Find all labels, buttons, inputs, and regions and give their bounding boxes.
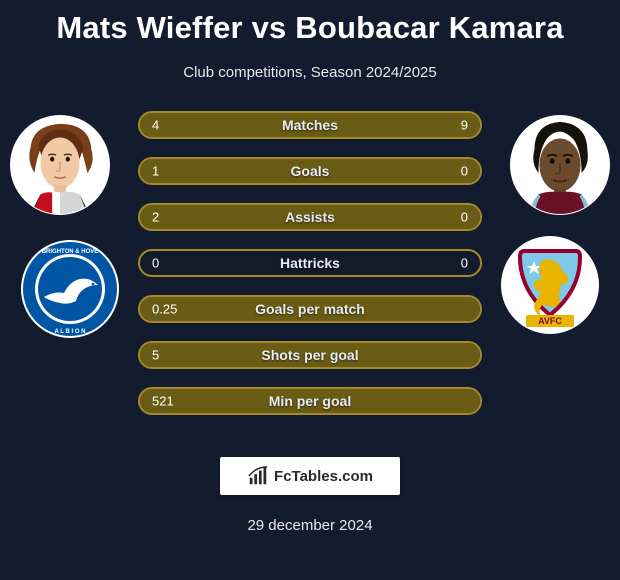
stat-label: Min per goal — [269, 393, 351, 409]
stat-value-right: 0 — [461, 210, 468, 225]
player-right-avatar — [510, 115, 610, 215]
stat-label: Goals per match — [255, 301, 365, 317]
brighton-crest-icon: BRIGHTON & HOVE A L B I O N — [20, 239, 120, 339]
player-left-face-icon — [11, 116, 109, 214]
stat-label: Matches — [282, 117, 338, 133]
stat-row: 0.25 Goals per match — [138, 295, 482, 323]
stat-label: Hattricks — [280, 255, 340, 271]
stat-row: 1 0 Goals — [138, 157, 482, 185]
stat-value-left: 1 — [152, 164, 159, 179]
stat-value-left: 0 — [152, 256, 159, 271]
stat-label: Goals — [291, 163, 330, 179]
club-crest-right: AVFC — [500, 235, 600, 335]
stat-row: 521 Min per goal — [138, 387, 482, 415]
player-left-avatar — [10, 115, 110, 215]
stat-row: 5 Shots per goal — [138, 341, 482, 369]
stat-value-right: 9 — [461, 118, 468, 133]
subtitle: Club competitions, Season 2024/2025 — [0, 64, 620, 81]
svg-text:A L B I O N: A L B I O N — [54, 329, 85, 335]
stat-row: 4 9 Matches — [138, 111, 482, 139]
date-label: 29 december 2024 — [0, 517, 620, 534]
stat-value-left: 4 — [152, 118, 159, 133]
stat-fill-right — [242, 113, 480, 137]
stat-value-right: 0 — [461, 256, 468, 271]
stat-value-left: 521 — [152, 394, 174, 409]
brand-text: FcTables.com — [274, 468, 373, 485]
svg-text:BRIGHTON & HOVE: BRIGHTON & HOVE — [42, 249, 99, 255]
page-title: Mats Wieffer vs Boubacar Kamara — [0, 0, 620, 46]
stat-label: Shots per goal — [261, 347, 358, 363]
brand-chart-icon — [247, 465, 269, 487]
player-right-face-icon — [511, 116, 609, 214]
stat-value-left: 2 — [152, 210, 159, 225]
stat-row: 0 0 Hattricks — [138, 249, 482, 277]
stat-rows: 4 9 Matches 1 0 Goals 2 0 Assists 0 0 Hattricks 0.25… — [138, 111, 482, 433]
aston-villa-crest-icon: AVFC — [500, 235, 600, 335]
stat-value-left: 0.25 — [152, 302, 177, 317]
stat-value-right: 0 — [461, 164, 468, 179]
stat-value-left: 5 — [152, 348, 159, 363]
svg-text:AVFC: AVFC — [538, 316, 562, 326]
stat-label: Assists — [285, 209, 335, 225]
stat-row: 2 0 Assists — [138, 203, 482, 231]
brand-badge: FcTables.com — [220, 457, 400, 495]
comparison-area: BRIGHTON & HOVE A L B I O N AVFC 4 9 Match… — [0, 111, 620, 431]
club-crest-left: BRIGHTON & HOVE A L B I O N — [20, 239, 120, 339]
